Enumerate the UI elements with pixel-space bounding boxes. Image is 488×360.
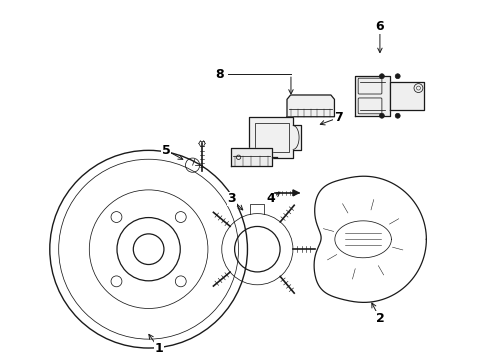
Circle shape (394, 74, 399, 79)
Text: 1: 1 (154, 342, 163, 355)
Text: 5: 5 (162, 144, 170, 157)
Text: 3: 3 (227, 192, 236, 205)
Polygon shape (354, 76, 389, 116)
Polygon shape (292, 190, 298, 196)
Circle shape (379, 74, 384, 79)
Polygon shape (249, 117, 300, 158)
Text: 2: 2 (375, 312, 384, 325)
Circle shape (394, 113, 399, 118)
Polygon shape (286, 95, 334, 117)
Text: 4: 4 (266, 192, 275, 205)
Text: 6: 6 (375, 20, 384, 33)
Polygon shape (230, 148, 272, 166)
Polygon shape (389, 82, 424, 110)
Text: 8: 8 (215, 68, 224, 81)
Circle shape (379, 113, 384, 118)
Text: 7: 7 (333, 111, 342, 124)
